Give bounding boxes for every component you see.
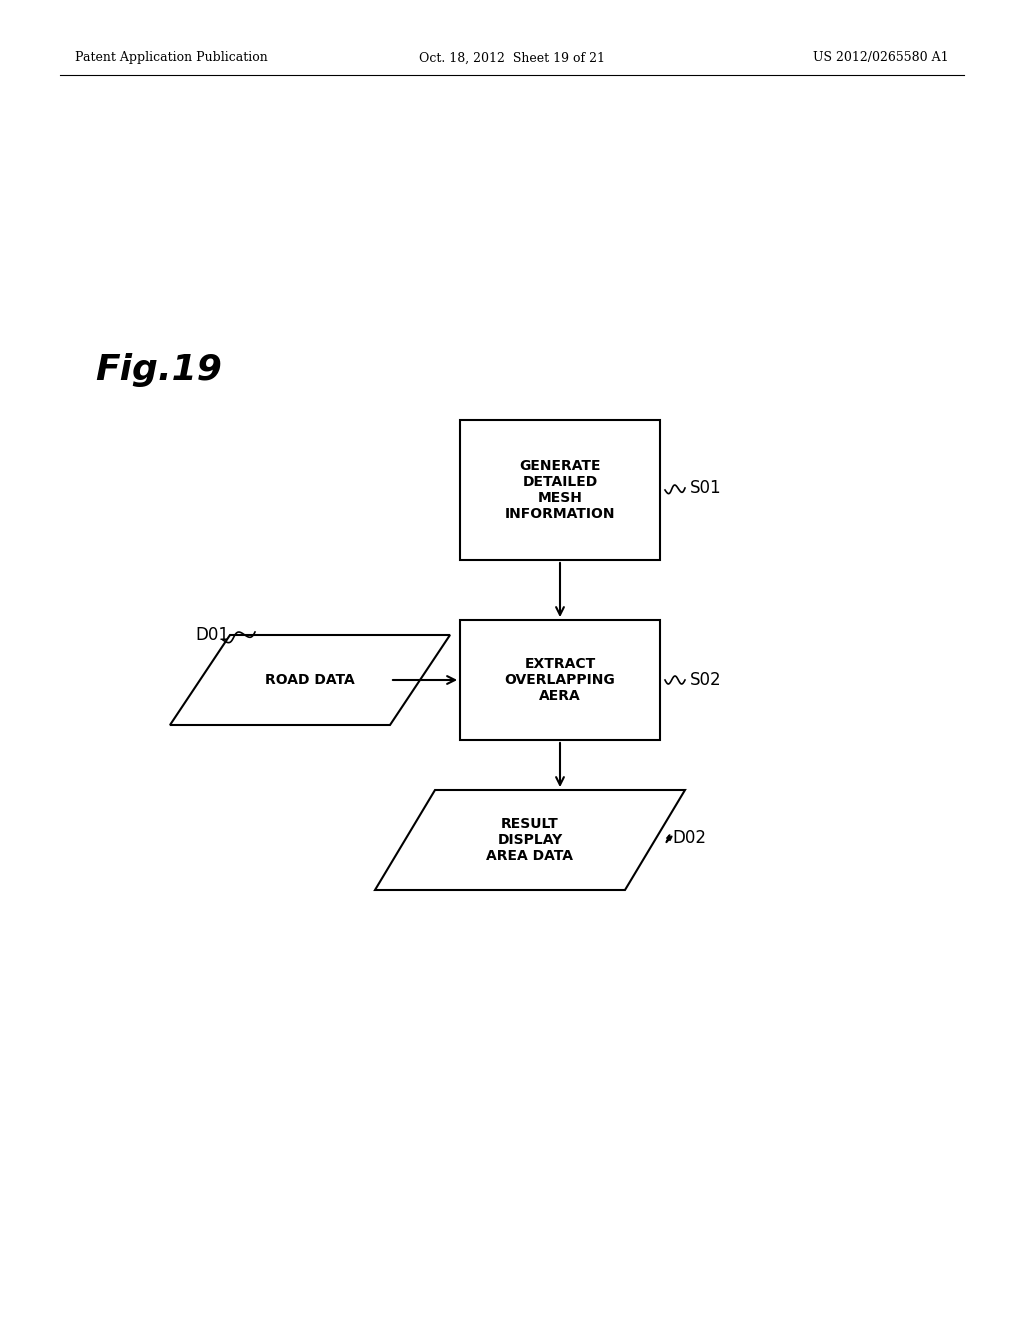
Text: RESULT
DISPLAY
AREA DATA: RESULT DISPLAY AREA DATA	[486, 817, 573, 863]
Text: US 2012/0265580 A1: US 2012/0265580 A1	[813, 51, 949, 65]
Text: EXTRACT
OVERLAPPING
AERA: EXTRACT OVERLAPPING AERA	[505, 657, 615, 704]
Text: S01: S01	[690, 479, 722, 498]
Text: GENERATE
DETAILED
MESH
INFORMATION: GENERATE DETAILED MESH INFORMATION	[505, 459, 615, 521]
Text: S02: S02	[690, 671, 722, 689]
Text: Patent Application Publication: Patent Application Publication	[75, 51, 267, 65]
Text: D01: D01	[195, 626, 229, 644]
Bar	[460, 620, 660, 741]
Text: D02: D02	[672, 829, 706, 847]
Bar	[460, 420, 660, 560]
Polygon shape	[375, 789, 685, 890]
Text: ROAD DATA: ROAD DATA	[265, 673, 355, 686]
Text: Oct. 18, 2012  Sheet 19 of 21: Oct. 18, 2012 Sheet 19 of 21	[419, 51, 605, 65]
Polygon shape	[170, 635, 450, 725]
Text: Fig.19: Fig.19	[95, 352, 222, 387]
